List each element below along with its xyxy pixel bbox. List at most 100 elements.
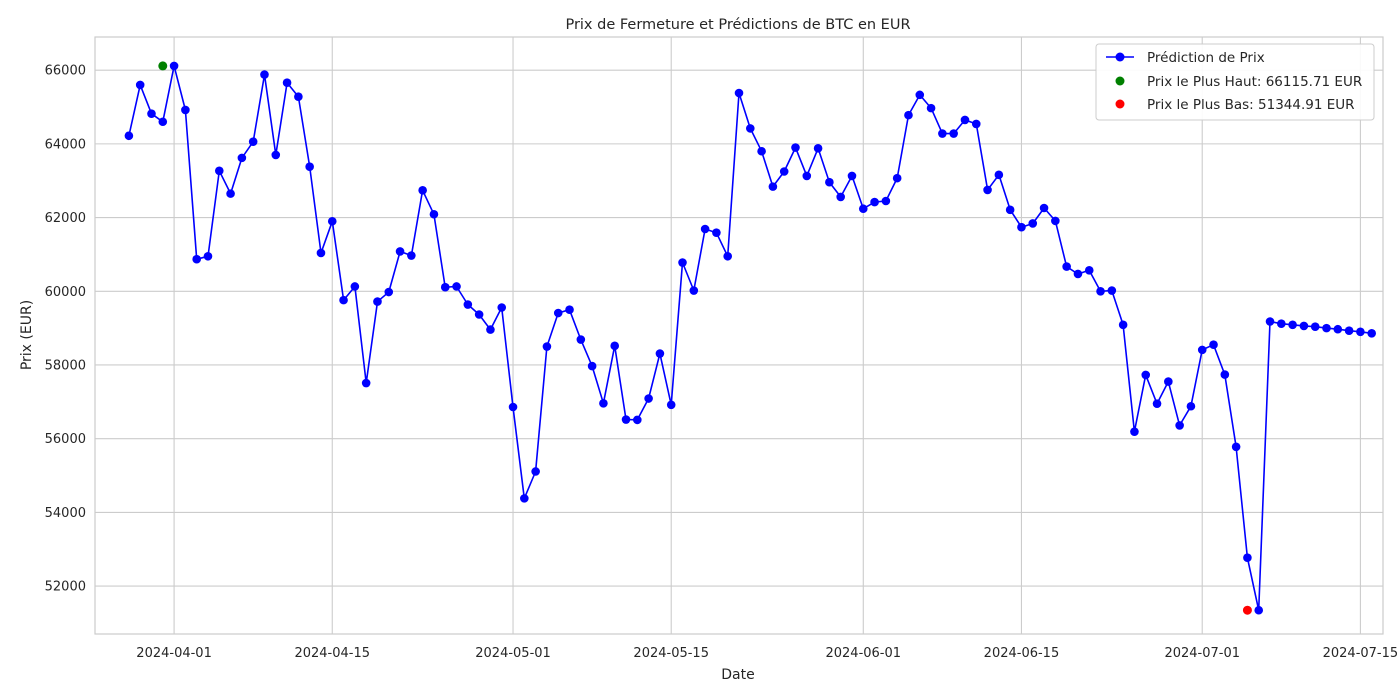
data-point (147, 109, 156, 118)
data-point (158, 117, 168, 127)
data-point (1231, 442, 1241, 452)
legend-label-prediction: Prédiction de Prix (1147, 50, 1265, 66)
chart-title: Prix de Fermeture et Prédictions de BTC … (565, 17, 910, 33)
x-tick-label: 2024-07-15 (1323, 646, 1399, 661)
data-point (1039, 203, 1049, 213)
data-point (1333, 324, 1343, 334)
data-point (305, 162, 314, 172)
data-point (486, 325, 495, 334)
plot-frame (94, 36, 1384, 635)
legend-label-high: Prix le Plus Haut: 66115.71 EUR (1147, 74, 1362, 90)
y-axis-title: Prix (EUR) (19, 300, 35, 370)
data-point (745, 124, 755, 133)
legend-box (1095, 43, 1375, 121)
data-point (1344, 326, 1354, 336)
data-point (689, 286, 699, 295)
data-point (892, 173, 902, 183)
x-tick-label: 2024-05-01 (475, 646, 551, 661)
data-point (1073, 269, 1083, 279)
data-point (712, 228, 721, 237)
data-point (1130, 427, 1139, 436)
data-point (949, 129, 958, 138)
data-point (1028, 219, 1038, 228)
data-point (474, 310, 484, 319)
y-tick-label: 54000 (45, 506, 86, 521)
data-point (768, 182, 778, 191)
data-point (938, 129, 947, 138)
data-point (960, 115, 970, 125)
x-tick-label: 2024-04-01 (136, 646, 212, 661)
grid-layer (95, 37, 1383, 634)
x-tick-label: 2024-07-01 (1164, 646, 1240, 661)
data-point (1051, 216, 1060, 226)
y-tick-label: 52000 (45, 580, 86, 595)
y-tick-label: 56000 (45, 432, 86, 447)
data-point (1062, 262, 1071, 271)
y-tick-label: 60000 (45, 285, 86, 300)
series-layer (124, 61, 1377, 615)
tick-label-layer: 52000 54000 56000 58000 60000 62000 64000 66000… (45, 64, 1399, 661)
data-point (1096, 286, 1105, 296)
data-point (135, 80, 145, 90)
highlight-layer (158, 61, 1252, 615)
data-point (802, 171, 812, 181)
data-point (1175, 421, 1184, 430)
data-point (1288, 320, 1297, 330)
data-point (553, 308, 563, 318)
data-point (1017, 222, 1026, 232)
data-point (1299, 321, 1309, 331)
data-point (971, 119, 981, 129)
legend: Prédiction de Prix Prix le Plus Haut: 66… (1095, 43, 1375, 121)
data-point (373, 297, 382, 306)
data-point (1005, 205, 1015, 215)
data-point (248, 137, 258, 146)
data-point (327, 216, 337, 226)
data-point (599, 399, 608, 408)
data-point (350, 282, 360, 291)
data-point (791, 143, 800, 152)
data-point (1141, 370, 1151, 380)
x-tick-label: 2024-05-15 (633, 646, 709, 661)
data-point (463, 300, 473, 309)
data-point (214, 166, 224, 176)
data-point (621, 415, 631, 424)
data-point (915, 90, 925, 100)
data-point (316, 248, 326, 258)
data-point (610, 341, 620, 351)
data-point (655, 349, 665, 358)
data-point (429, 209, 439, 219)
data-point (418, 186, 427, 195)
legend-marker-swatch (1115, 52, 1125, 62)
data-point (813, 143, 823, 153)
data-point (542, 342, 552, 351)
highest-price-point (158, 61, 168, 71)
data-point (1152, 399, 1162, 408)
x-tick-label: 2024-04-15 (294, 646, 370, 661)
data-point (836, 192, 845, 202)
data-point (1118, 320, 1128, 330)
y-tick-label: 62000 (45, 211, 86, 226)
data-point (723, 251, 733, 261)
data-point (666, 400, 676, 410)
data-point (1186, 401, 1196, 411)
data-point (633, 415, 642, 425)
data-point (361, 378, 371, 388)
data-point (678, 258, 687, 267)
data-point (1367, 328, 1377, 338)
data-point (497, 303, 507, 312)
legend-low-swatch (1115, 99, 1125, 109)
data-point (1164, 377, 1173, 386)
data-point (226, 189, 235, 198)
data-point (1209, 340, 1218, 350)
data-point (440, 282, 450, 292)
data-point (1356, 327, 1365, 337)
data-point (734, 88, 744, 98)
data-point (1084, 265, 1094, 275)
data-point (181, 105, 190, 115)
data-point (1107, 286, 1117, 295)
data-point (587, 361, 597, 371)
y-tick-label: 66000 (45, 64, 86, 79)
data-point (1254, 605, 1264, 615)
data-point (1277, 319, 1286, 329)
